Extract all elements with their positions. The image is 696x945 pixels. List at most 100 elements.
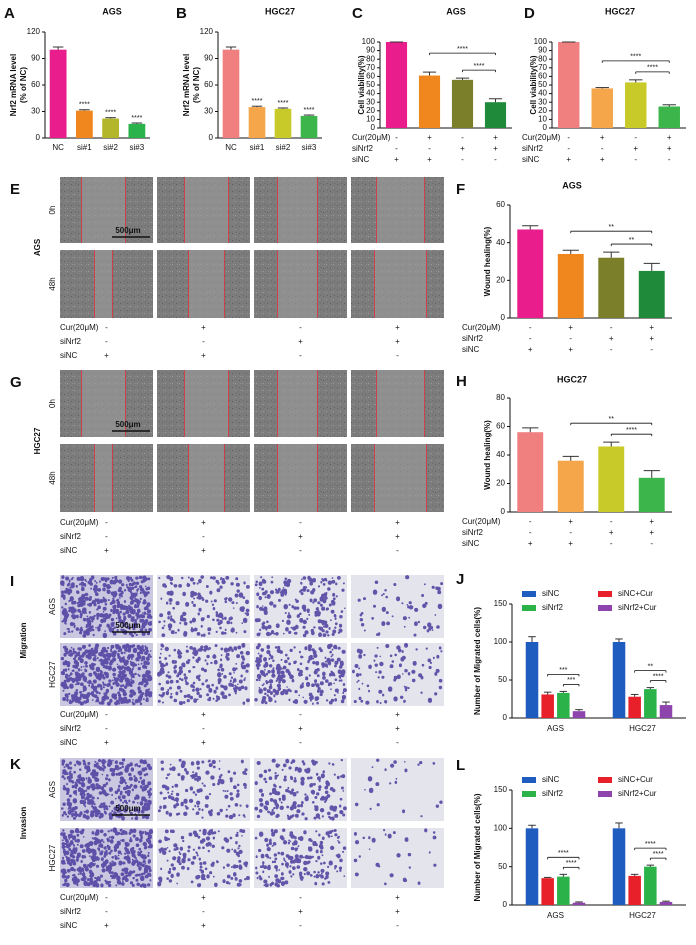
treatment-name: Cur(20μM) (60, 323, 99, 332)
bar (385, 42, 408, 128)
significance-label: **** (626, 427, 637, 434)
treatment-sign: + (104, 546, 109, 555)
row-label: AGS (48, 781, 57, 798)
x-tick-label: si#2 (103, 143, 118, 152)
bar (558, 42, 580, 128)
significance-label: **** (79, 102, 90, 109)
treatment-sign: - (105, 724, 108, 733)
treatment-sign: + (566, 155, 571, 164)
legend-swatch (522, 605, 536, 611)
significance-label: ** (629, 237, 635, 244)
treatment-sign: + (649, 334, 654, 343)
row-label: 0h (48, 206, 57, 215)
legend-swatch (598, 591, 612, 597)
bar (628, 875, 641, 905)
legend-label: siNC (542, 589, 560, 598)
y-axis-label: Number of Migrated cells(%) (473, 607, 482, 715)
y-tick-label: 60 (538, 72, 547, 81)
row-label: HGC27 (48, 661, 57, 688)
treatment-name: Cur(20μM) (60, 518, 99, 527)
y-tick-label: 0 (501, 313, 506, 322)
panel-letter: H (456, 373, 467, 390)
significance-label: **** (645, 841, 656, 848)
stained-cells (254, 643, 347, 705)
treatment-sign: - (396, 738, 399, 747)
treatment-sign: - (428, 144, 431, 153)
treatment-name: siNrf2 (462, 528, 483, 537)
y-tick-label: 20 (538, 106, 547, 115)
y-tick-label: 0 (36, 133, 41, 142)
treatment-name: siNC (462, 539, 480, 548)
legend-label: siNC+Cur (618, 589, 653, 598)
y-axis-label: Number of Migrated cells(%) (473, 793, 482, 901)
treatment-sign: + (667, 133, 672, 142)
treatment-sign: - (650, 345, 653, 354)
treatment-sign: - (299, 323, 302, 332)
treatment-name: siNC (352, 155, 370, 164)
treatment-sign: - (105, 710, 108, 719)
treatment-sign: + (667, 144, 672, 153)
treatment-sign: + (395, 893, 400, 902)
y-tick-label: 100 (534, 37, 548, 46)
significance-label: **** (131, 115, 142, 122)
treatment-sign: - (634, 155, 637, 164)
wound-area (277, 370, 318, 437)
y-tick-label: 40 (366, 89, 375, 98)
bar (418, 75, 441, 128)
y-tick-label: 90 (538, 46, 547, 55)
treatment-sign: - (105, 893, 108, 902)
stained-cells (352, 642, 443, 705)
treatment-sign: - (461, 155, 464, 164)
bar (598, 257, 625, 318)
legend-label: siNrf2+Cur (618, 789, 657, 798)
row-label: 0h (48, 399, 57, 408)
x-tick-label: si#1 (77, 143, 92, 152)
wound-area (376, 177, 425, 243)
treatment-sign: - (105, 518, 108, 527)
y-tick-label: 50 (366, 80, 375, 89)
y-tick-label: 0 (503, 900, 508, 909)
treatment-name: siNC (522, 155, 540, 164)
micrograph (157, 758, 250, 821)
y-tick-label: 80 (496, 393, 505, 402)
bar (300, 115, 318, 138)
assay-label: Invasion (19, 807, 28, 840)
micrograph (351, 758, 444, 821)
treatment-sign: + (427, 133, 432, 142)
treatment-sign: + (298, 724, 303, 733)
treatment-sign: - (105, 323, 108, 332)
significance-label: *** (567, 677, 575, 684)
x-tick-label: si#3 (302, 143, 317, 152)
y-tick-label: 20 (496, 479, 505, 488)
treatment-sign: - (396, 351, 399, 360)
wound-area (188, 444, 225, 512)
bar (102, 118, 120, 138)
significance-label: **** (653, 673, 664, 680)
bar (598, 446, 625, 512)
treatment-sign: - (650, 539, 653, 548)
y-tick-label: 30 (538, 97, 547, 106)
chart-title: AGS (102, 6, 122, 16)
chart-title: HGC27 (605, 6, 635, 16)
stained-cells (60, 643, 153, 706)
treatment-sign: + (568, 345, 573, 354)
treatment-sign: - (569, 528, 572, 537)
bar (525, 828, 539, 905)
treatment-sign: + (568, 539, 573, 548)
treatment-sign: + (460, 144, 465, 153)
bar (644, 689, 657, 718)
bar (644, 866, 657, 905)
wound-area (81, 177, 126, 243)
treatment-sign: + (649, 323, 654, 332)
bar (612, 642, 626, 718)
x-tick-label: HGC27 (629, 724, 656, 733)
significance-label: **** (630, 54, 641, 61)
treatment-sign: + (298, 907, 303, 916)
treatment-name: Cur(20μM) (522, 133, 561, 142)
bar (638, 477, 665, 512)
wound-area (277, 250, 318, 318)
panel-letter: E (10, 181, 20, 198)
y-tick-label: 60 (204, 80, 213, 89)
x-tick-label: NC (52, 143, 64, 152)
